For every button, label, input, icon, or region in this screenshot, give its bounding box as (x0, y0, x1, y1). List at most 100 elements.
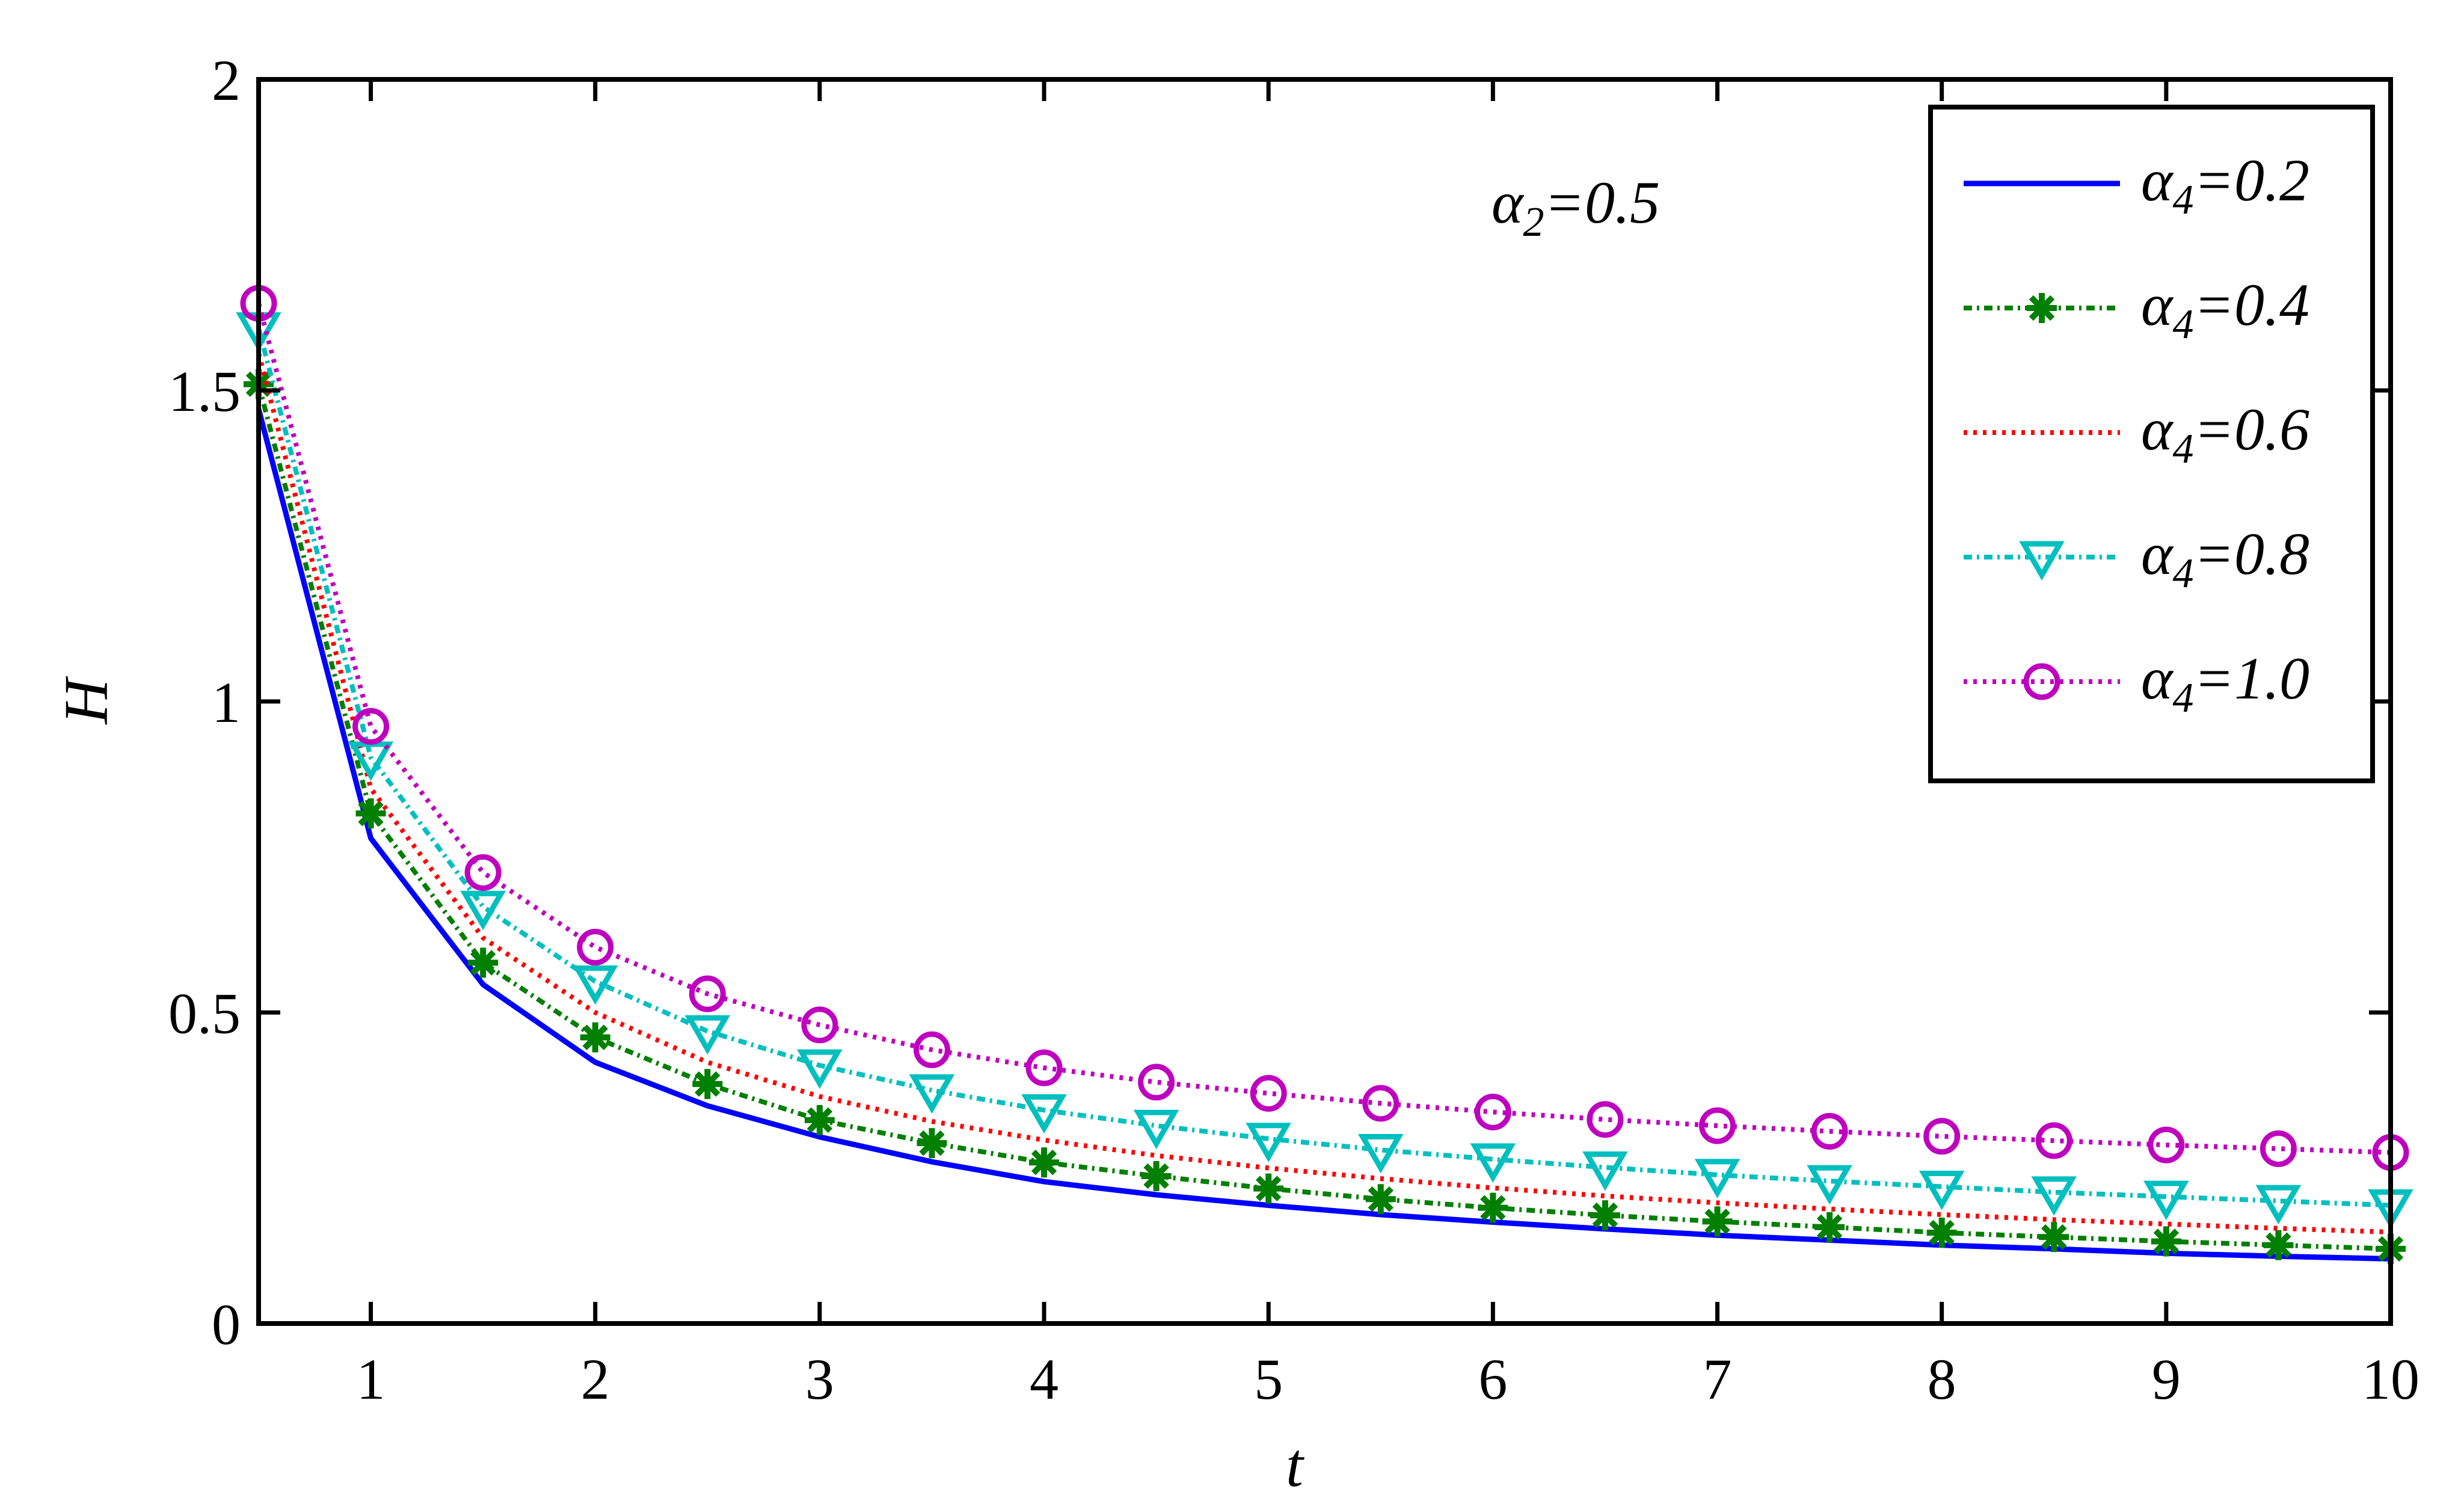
data-point-triangle (797, 1049, 843, 1089)
data-point-asterisk (1029, 1147, 1060, 1178)
axes-layer: 1 2 3 4 5 6 7 8 9 10 0 0.5 1 1.5 2 t H (52, 48, 2419, 1500)
x-tick-label: 9 (2152, 1347, 2181, 1411)
label-symbol: α (2141, 645, 2174, 712)
data-point-asterisk (468, 948, 499, 978)
series-3 (256, 353, 2391, 1234)
data-point-circle (577, 928, 614, 966)
y-tick-label: 1 (212, 670, 241, 735)
asterisk-stroke (2041, 1224, 2067, 1250)
data-point-asterisk (1814, 1212, 1845, 1242)
data-point-circle (913, 1031, 950, 1068)
data-point-asterisk (355, 798, 386, 829)
label-subscript: 4 (2173, 426, 2194, 472)
x-tick-label: 2 (581, 1347, 610, 1411)
legend-label: α4=0.6 (2141, 396, 2309, 472)
asterisk-stroke (1929, 1219, 1955, 1246)
legend-entry-4: α4=0.8 (1964, 520, 2309, 597)
y-tick-label: 1.5 (168, 359, 241, 424)
series-5 (240, 285, 2409, 1171)
data-point-circle (1811, 1112, 1848, 1150)
data-point-circle (2260, 1130, 2297, 1167)
data-point-asterisk (917, 1128, 947, 1159)
label-symbol: α (2141, 520, 2174, 587)
data-point-triangle (572, 965, 618, 1005)
label-value: =0.6 (2194, 396, 2309, 463)
label-subscript: 4 (2173, 550, 2194, 597)
data-point-circle (2023, 663, 2060, 700)
series-line (256, 353, 2391, 1234)
label-value: =1.0 (2194, 645, 2309, 712)
data-point-circle (1699, 1107, 1736, 1144)
asterisk-stroke (806, 1107, 833, 1133)
data-point-triangle (2031, 1176, 2077, 1216)
data-point-triangle (1919, 1171, 1965, 1210)
x-tick-label: 7 (1703, 1347, 1732, 1411)
asterisk-stroke (2029, 295, 2055, 321)
data-point-circle (1138, 1064, 1175, 1101)
data-point-asterisk (1253, 1173, 1284, 1204)
data-point-circle (1474, 1093, 1511, 1130)
legend-label: α4=0.2 (2141, 147, 2309, 223)
data-point-triangle (1694, 1159, 1740, 1198)
data-point-asterisk (1702, 1206, 1733, 1237)
label-subscript: 4 (2173, 177, 2194, 223)
data-point-asterisk (804, 1105, 835, 1135)
data-point-triangle (1807, 1165, 1852, 1205)
data-point-triangle (684, 1015, 731, 1055)
legend-label: α4=0.8 (2141, 520, 2309, 597)
legend: α4=0.2α4=0.4α4=0.6α4=0.8α4=1.0 (1928, 105, 2375, 783)
label-symbol: α (1492, 169, 1525, 236)
data-point-triangle (1582, 1151, 1628, 1191)
data-point-triangle (1357, 1134, 1404, 1174)
data-point-circle (1025, 1049, 1063, 1086)
label-value: =0.5 (1544, 169, 1660, 236)
data-point-asterisk (1590, 1200, 1620, 1231)
label-subscript: 4 (2173, 675, 2194, 721)
legend-entry-3: α4=0.6 (1964, 396, 2309, 472)
data-point-circle (464, 854, 502, 891)
data-point-circle (352, 707, 390, 745)
data-point-asterisk (1141, 1160, 1172, 1191)
y-tick-label: 0 (212, 1292, 241, 1357)
data-point-circle (689, 975, 726, 1012)
legend-label: α4=1.0 (2141, 645, 2309, 721)
parameter-annotation: α2=0.5 (1492, 169, 1660, 245)
x-tick-label: 6 (1478, 1347, 1507, 1411)
data-point-triangle (1021, 1094, 1067, 1134)
data-point-circle (1250, 1074, 1287, 1112)
asterisk-stroke (1480, 1195, 1506, 1221)
asterisk-stroke (1592, 1202, 1618, 1228)
asterisk-stroke (1255, 1176, 1282, 1201)
series-1 (256, 408, 2391, 1262)
legend-label: α4=0.4 (2141, 271, 2309, 348)
data-point-asterisk (692, 1068, 723, 1099)
data-point-triangle (1470, 1143, 1516, 1183)
asterisk-stroke (1143, 1163, 1169, 1189)
asterisk-stroke (2266, 1232, 2291, 1258)
data-point-circle (2035, 1122, 2072, 1159)
y-axis-label: H (52, 676, 121, 726)
label-subscript: 2 (1523, 199, 1544, 245)
y-tick-label: 2 (212, 48, 241, 112)
x-tick-label: 8 (1928, 1347, 1956, 1411)
legend-entry-5: α4=1.0 (1964, 645, 2309, 721)
x-tick-label: 3 (805, 1347, 834, 1411)
legend-entry-2: α4=0.4 (1964, 271, 2309, 348)
x-tick-label: 10 (2362, 1347, 2419, 1411)
data-point-asterisk (2027, 293, 2057, 323)
data-point-triangle (909, 1074, 955, 1114)
data-point-asterisk (2039, 1222, 2069, 1253)
series-line (256, 408, 2391, 1262)
series-layer (236, 285, 2413, 1264)
data-point-asterisk (580, 1022, 610, 1053)
data-point-circle (1587, 1101, 1624, 1138)
asterisk-stroke (1031, 1149, 1057, 1176)
data-point-triangle (2143, 1180, 2189, 1221)
asterisk-stroke (1368, 1186, 1394, 1212)
data-point-triangle (1246, 1123, 1292, 1162)
data-point-circle (2148, 1126, 2185, 1163)
series-line (256, 383, 2391, 1251)
x-tick-label: 4 (1030, 1347, 1058, 1411)
